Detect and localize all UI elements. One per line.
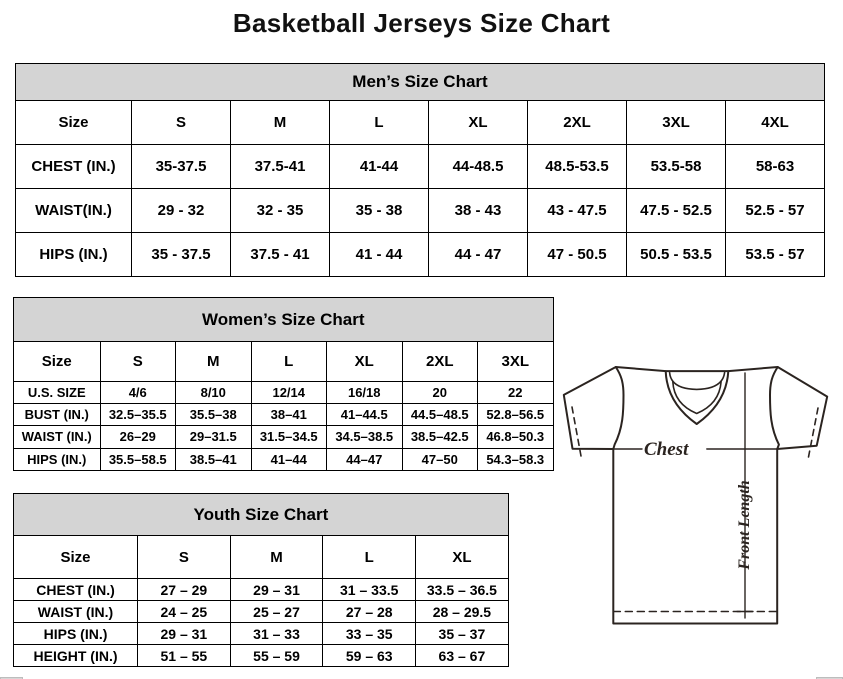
svg-text:Chest: Chest <box>644 439 689 460</box>
svg-text:Front Length: Front Length <box>736 480 753 570</box>
